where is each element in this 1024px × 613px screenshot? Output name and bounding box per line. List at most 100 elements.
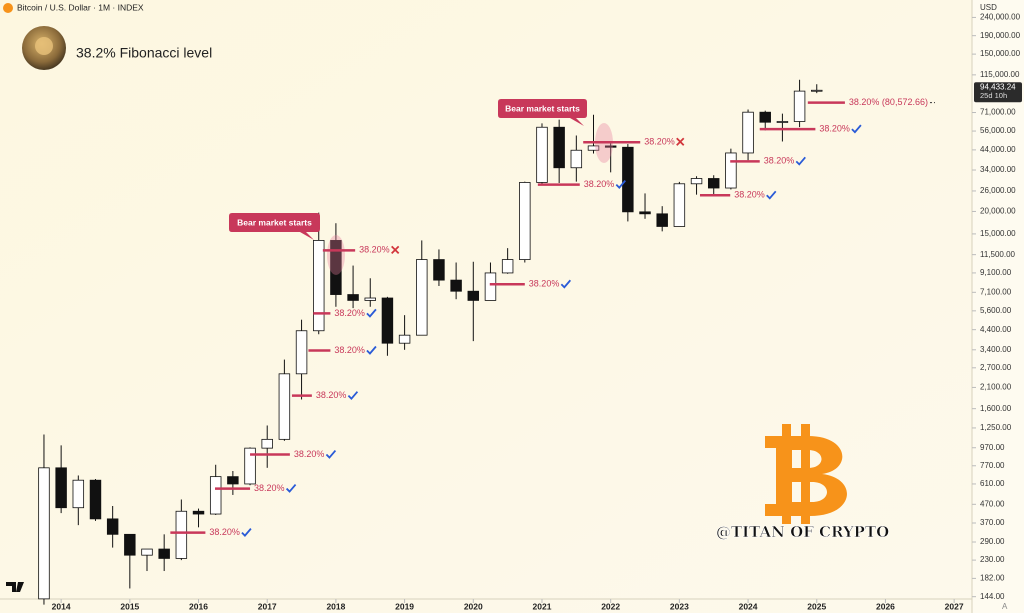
candle-body	[519, 182, 531, 260]
candle-body	[295, 330, 308, 375]
y-tick-label: 11,500.00	[980, 250, 1016, 259]
candle-body	[347, 294, 359, 301]
chart-title: 38.2% Fibonacci level	[76, 45, 212, 61]
fib-label: 38.20%	[584, 179, 615, 189]
x-tick-label: 2024	[739, 601, 758, 611]
check-mark	[366, 308, 377, 318]
fib-label: 38.20%	[334, 308, 365, 318]
tv-logo	[6, 582, 24, 592]
candle-body	[501, 259, 514, 274]
candle-body	[759, 111, 771, 123]
y-tick-label: 71,000.00	[980, 108, 1016, 117]
x-tick-label: 2015	[120, 601, 139, 611]
x-tick-label: 2018	[326, 601, 345, 611]
y-tick-label: 370.00	[980, 518, 1005, 527]
candle-body	[416, 259, 428, 336]
candle-body	[604, 145, 617, 148]
fib-label: 38.20%	[644, 137, 675, 147]
candle-body	[793, 90, 806, 122]
y-tick-label: 4,400.00	[980, 325, 1012, 334]
price-tag	[974, 82, 1022, 103]
check-mark	[851, 124, 862, 134]
candle-body	[89, 479, 102, 520]
candle-body	[175, 510, 188, 559]
candle-body	[776, 121, 789, 123]
x-tick-label: 2022	[601, 601, 620, 611]
candle-body	[707, 178, 720, 189]
candle-body	[656, 213, 668, 227]
fib-label: 38.20%	[734, 190, 765, 200]
scale-mode: A	[1002, 602, 1008, 611]
y-tick-label: 610.00	[980, 479, 1005, 488]
candle-body	[124, 533, 136, 556]
check-mark	[241, 528, 252, 537]
y-tick-label: 34,000.00	[980, 165, 1016, 174]
candle-body	[381, 297, 394, 344]
candle-body	[209, 476, 222, 515]
cross-mark	[676, 137, 685, 146]
candle-body	[141, 548, 153, 556]
y-tick-label: 150,000.00	[980, 49, 1021, 58]
x-tick-label: 2023	[670, 601, 689, 611]
y-tick-label: 1,600.00	[980, 404, 1012, 413]
candle-body	[158, 548, 170, 559]
y-tick-label: 56,000.00	[980, 126, 1016, 135]
y-tick-label: 26,000.00	[980, 186, 1016, 195]
fib-label: 38.20%	[294, 449, 325, 459]
candle-body	[587, 145, 600, 151]
y-tick-label: 182.00	[980, 574, 1005, 583]
candle-body	[244, 447, 256, 485]
candle-body	[467, 290, 480, 301]
x-tick-label: 2014	[52, 601, 71, 611]
candle-body	[725, 152, 737, 189]
check-mark	[795, 156, 806, 166]
candle-body	[639, 211, 651, 215]
check-mark	[560, 279, 572, 289]
candle-body	[330, 240, 342, 295]
fib-label: 38.20%	[819, 124, 850, 134]
x-tick-label: 2017	[258, 601, 277, 611]
x-tick-label: 2026	[876, 601, 895, 611]
fib-label: 38.20%	[359, 245, 390, 255]
candle-body	[622, 146, 634, 213]
countdown: 25d 10h	[980, 91, 1007, 100]
cross-mark	[391, 245, 400, 255]
candle-body	[278, 373, 291, 440]
x-tick-label: 2016	[189, 601, 208, 611]
candle-body	[364, 297, 376, 301]
candle-body	[38, 467, 50, 600]
plot: 38.20% 38.20% 38.20% 38.20% 38.20% 38.20% 38.2…	[38, 79, 935, 605]
avatar-face	[35, 37, 53, 55]
candle-body	[55, 467, 67, 509]
x-tick-label: 2025	[807, 601, 826, 611]
candle-body	[106, 518, 119, 535]
y-tick-label: 7,100.00	[980, 287, 1012, 296]
y-tick-label: 5,600.00	[980, 306, 1012, 315]
top-highlight	[327, 235, 345, 275]
check-mark	[366, 345, 377, 355]
y-tick-label: 230.00	[980, 555, 1005, 564]
y-tick-label: 15,000.00	[980, 229, 1016, 238]
candle-body	[227, 476, 239, 485]
fib-label: 38.20%	[529, 279, 560, 289]
annotation-text: Bear market starts	[505, 103, 580, 113]
y-tick-label: 2,100.00	[980, 383, 1012, 392]
y-tick-label: 470.00	[980, 499, 1005, 508]
y-tick-label: 1,250.00	[980, 423, 1012, 432]
candle-body	[553, 126, 565, 169]
candle-body	[742, 111, 754, 154]
candle-body	[450, 279, 462, 292]
y-tick-label: 240,000.00	[980, 13, 1021, 22]
y-tick-label: 970.00	[980, 443, 1005, 452]
y-tick-label: 190,000.00	[980, 31, 1021, 40]
candle-body	[536, 126, 548, 183]
bitcoin-logo	[765, 424, 847, 524]
candle-body	[261, 438, 273, 449]
price-tag-label: 94,433.24	[980, 82, 1016, 91]
symbol-icon	[3, 3, 13, 13]
symbol-header: Bitcoin / U.S. Dollar · 1M · INDEX	[17, 2, 144, 12]
y-tick-label: 20,000.00	[980, 207, 1016, 216]
